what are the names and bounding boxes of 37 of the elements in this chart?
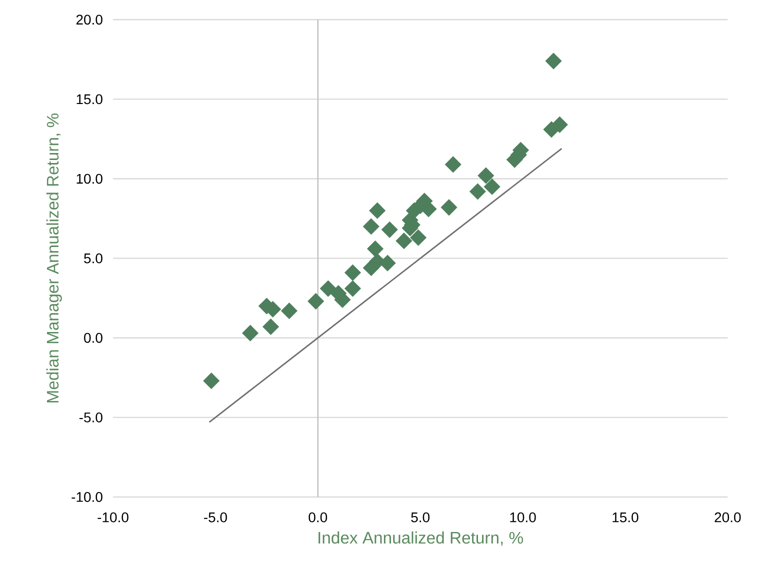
point xyxy=(484,178,500,195)
y-axis-title: Median Manager Annualized Return, % xyxy=(46,114,62,402)
point xyxy=(396,232,412,250)
x-tick-label: -5.0 xyxy=(204,512,227,522)
point xyxy=(551,116,568,133)
point xyxy=(381,221,398,238)
point xyxy=(320,280,336,297)
x-tick-label: 10.0 xyxy=(510,512,536,522)
point xyxy=(478,167,494,184)
x-tick-label: 15.0 xyxy=(612,512,638,522)
point xyxy=(410,229,426,246)
y-tick-label: 5.0 xyxy=(84,253,102,264)
x-tick-label: 5.0 xyxy=(411,512,430,522)
point xyxy=(440,199,458,216)
point xyxy=(308,293,324,310)
y-tick-label: 20.0 xyxy=(76,14,102,25)
y-tick-label: 15.0 xyxy=(76,94,102,104)
point xyxy=(281,302,298,320)
y-tick-label: -5.0 xyxy=(79,412,102,422)
x-axis-title: Index Annualized Return, % xyxy=(318,531,523,546)
x-tick-label: -10.0 xyxy=(98,512,128,522)
point xyxy=(367,240,384,257)
x-tick-label: 20.0 xyxy=(714,512,741,522)
point xyxy=(344,280,361,297)
x-tick-label: 0.0 xyxy=(308,512,328,522)
y-tick-label: 10.0 xyxy=(76,174,102,184)
point xyxy=(470,183,486,200)
point xyxy=(369,202,386,219)
point xyxy=(242,324,258,342)
point xyxy=(262,318,279,335)
point xyxy=(444,156,462,173)
point xyxy=(545,52,562,70)
point xyxy=(344,264,361,281)
point xyxy=(203,372,220,390)
y-tick-label: -10.0 xyxy=(72,492,102,502)
point xyxy=(362,218,380,235)
y-tick-label: 0.0 xyxy=(84,332,102,343)
